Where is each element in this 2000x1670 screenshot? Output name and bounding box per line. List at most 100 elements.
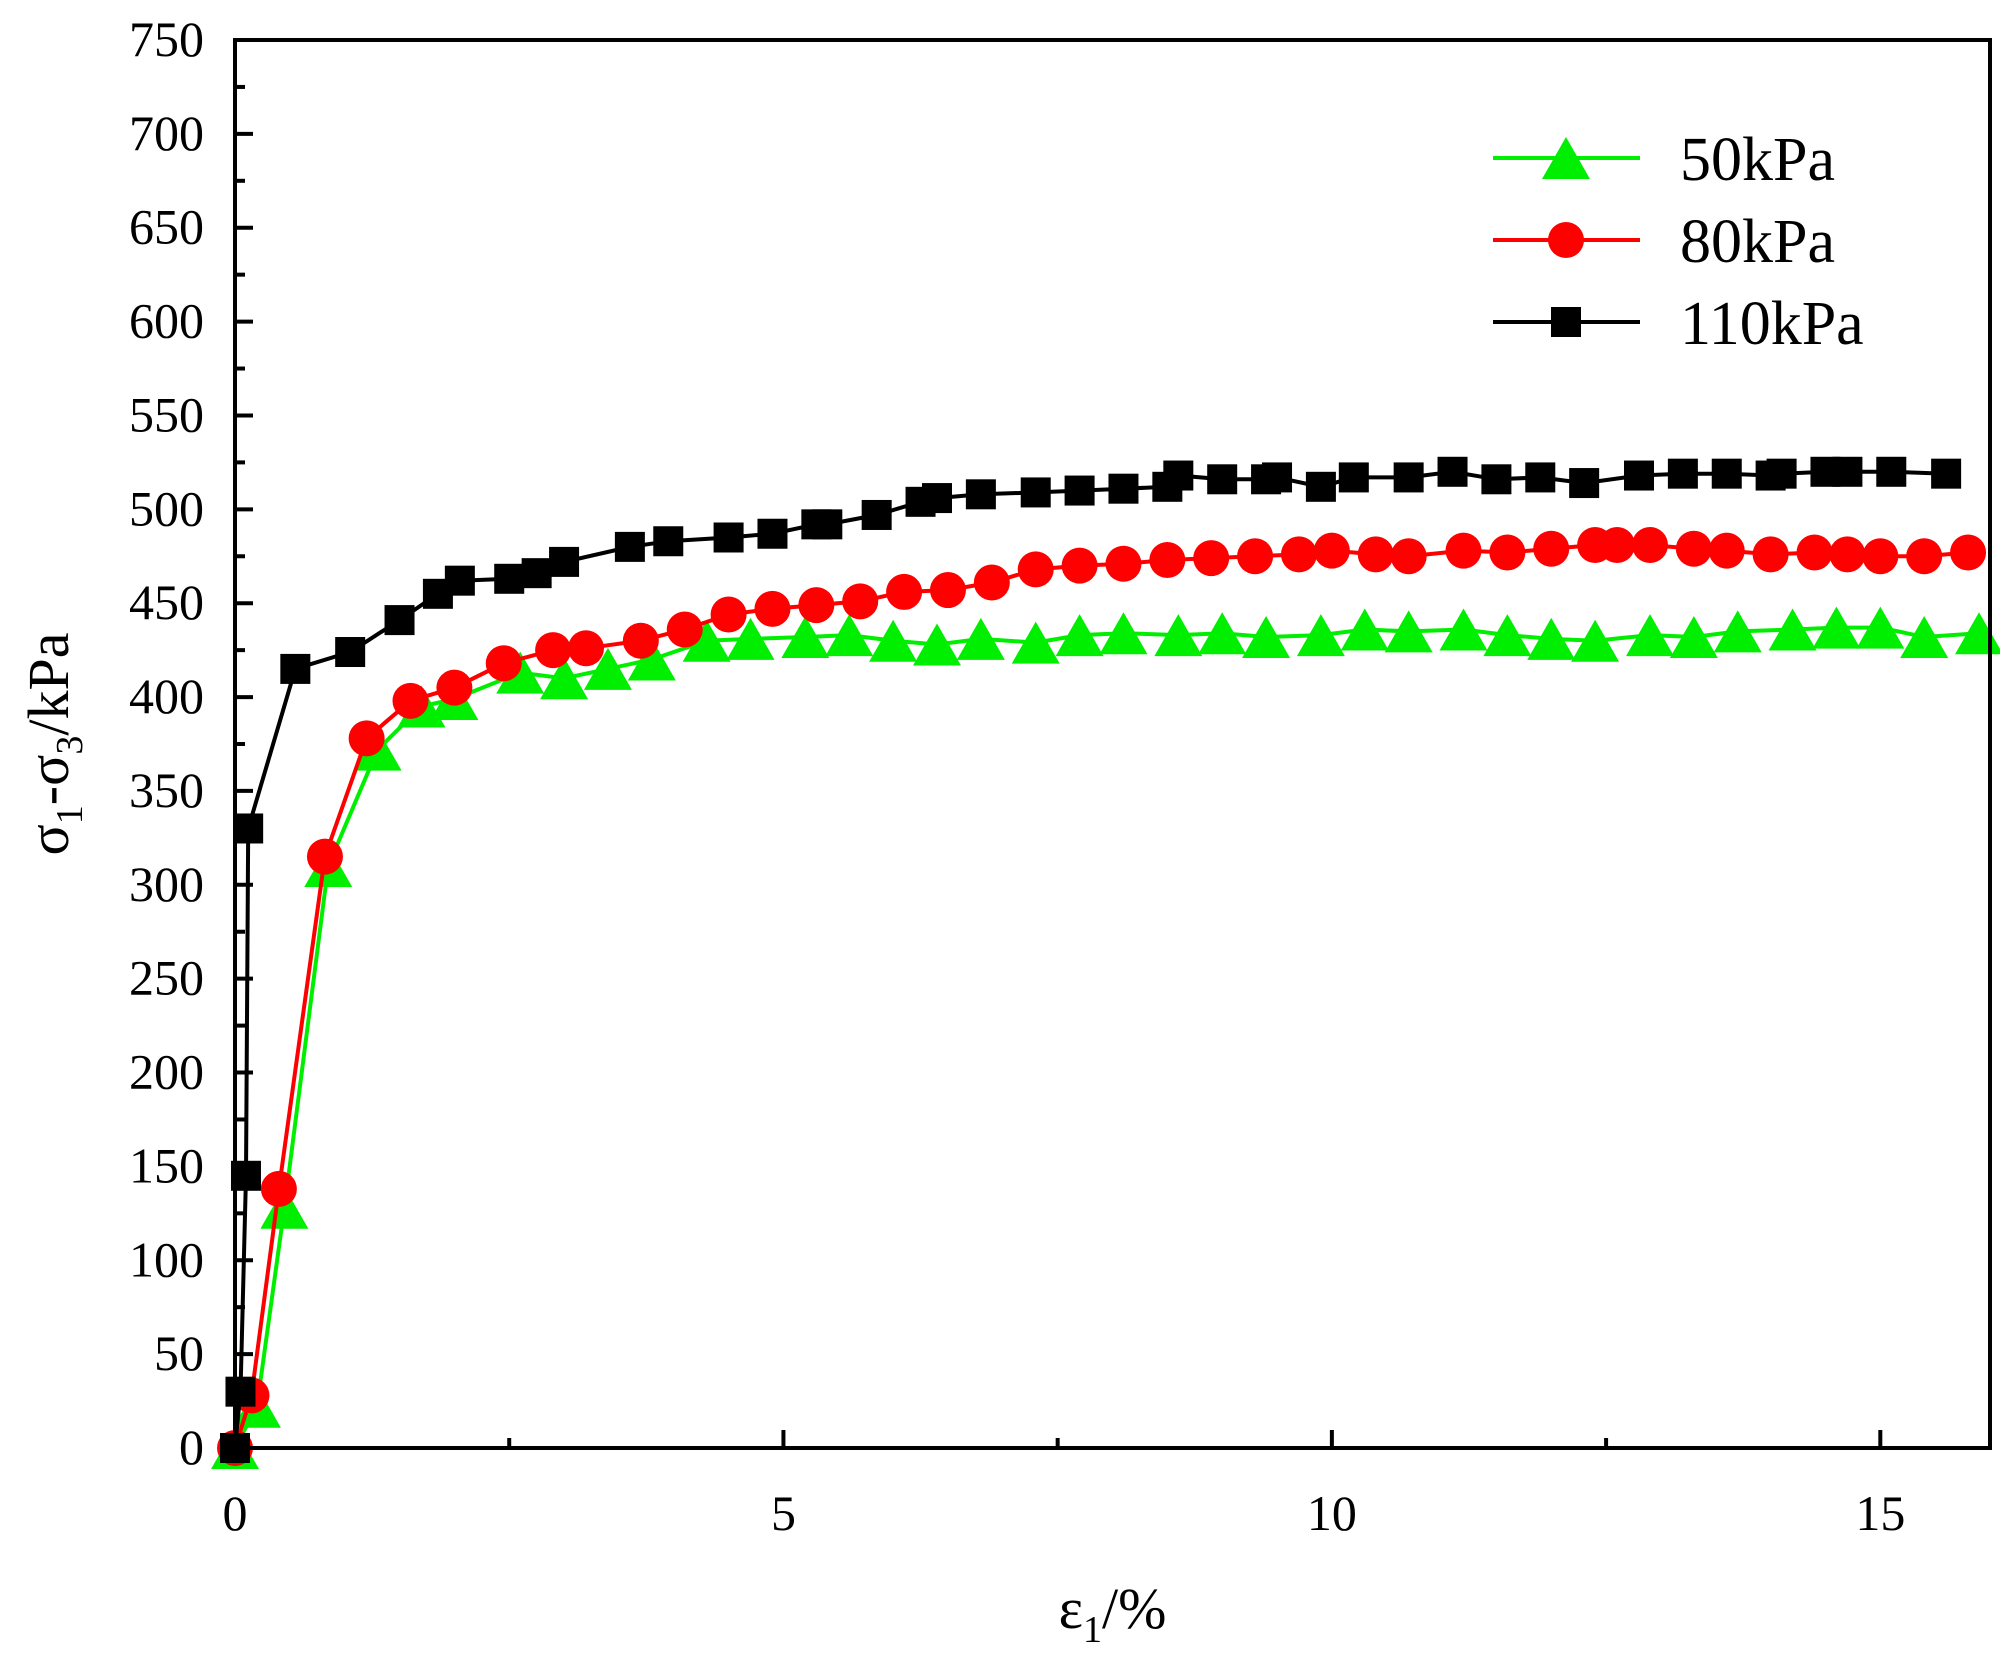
y-title-part: /kPa: [16, 633, 81, 736]
x-axis-title: ε1/%: [1059, 1576, 1167, 1651]
data-point-110kPa-10: [521, 558, 552, 589]
legend-item-110kPa: 110kPa: [1493, 290, 1864, 358]
data-point-110kPa-4: [280, 653, 311, 684]
data-point-80kPa-6: [436, 669, 473, 706]
legend-item-50kPa: 50kPa: [1493, 126, 1835, 194]
data-point-50kPa-25: [1340, 608, 1389, 651]
data-point-50kPa-8: [540, 657, 589, 700]
data-point-80kPa-24: [1237, 538, 1274, 575]
data-point-50kPa-37: [1900, 615, 1949, 658]
data-point-80kPa-2: [260, 1170, 297, 1207]
data-point-110kPa-39: [1711, 458, 1742, 489]
x-tick-label: 15: [1855, 1485, 1905, 1541]
data-point-50kPa-12: [726, 617, 775, 660]
data-point-50kPa-36: [1856, 606, 1905, 649]
data-point-110kPa-20: [922, 483, 952, 514]
data-point-110kPa-17: [812, 509, 843, 540]
data-point-80kPa-30: [1489, 534, 1526, 571]
y-tick-label: 500: [129, 480, 204, 536]
data-point-110kPa-44: [1876, 456, 1907, 487]
data-point-80kPa-31: [1533, 530, 1570, 567]
legend-label: 110kPa: [1680, 290, 1864, 358]
data-point-80kPa-14: [798, 587, 835, 624]
data-point-80kPa-38: [1796, 534, 1833, 571]
data-point-50kPa-28: [1483, 614, 1532, 657]
data-point-110kPa-34: [1481, 464, 1512, 495]
data-point-110kPa-41: [1766, 458, 1797, 489]
x-tick-label: 10: [1307, 1485, 1357, 1541]
data-point-80kPa-19: [1017, 551, 1054, 588]
data-point-80kPa-42: [1950, 534, 1987, 571]
y-title-part: σ: [16, 824, 81, 855]
data-point-110kPa-9: [494, 563, 525, 594]
data-point-80kPa-16: [886, 573, 923, 610]
data-point-80kPa-41: [1906, 538, 1943, 575]
y-axis-title: σ1-σ3/kPa: [16, 633, 91, 856]
data-point-50kPa-26: [1384, 610, 1433, 653]
legend-item-80kPa: 80kPa: [1493, 208, 1835, 276]
data-point-80kPa-21: [1105, 545, 1142, 582]
data-point-80kPa-7: [485, 645, 522, 682]
legend-marker-50kPa: [1542, 137, 1590, 179]
data-point-110kPa-8: [444, 565, 475, 596]
y-tick-label: 750: [129, 11, 204, 67]
data-point-50kPa-34: [1768, 608, 1817, 651]
data-point-110kPa-5: [335, 637, 366, 668]
x-tick-label: 5: [771, 1485, 796, 1541]
data-point-50kPa-11: [682, 619, 731, 662]
x-tick-label: 0: [223, 1485, 248, 1541]
data-point-80kPa-37: [1752, 536, 1789, 573]
data-point-80kPa-27: [1357, 536, 1394, 573]
y-tick-label: 250: [129, 950, 204, 1006]
y-tick-label: 150: [129, 1137, 204, 1193]
data-point-50kPa-24: [1296, 614, 1345, 657]
data-point-80kPa-18: [973, 564, 1010, 601]
y-tick-label: 700: [129, 105, 204, 161]
y-tick-label: 400: [129, 668, 204, 724]
data-point-110kPa-29: [1262, 462, 1293, 493]
data-point-110kPa-21: [965, 479, 996, 510]
data-point-110kPa-32: [1393, 462, 1424, 493]
y-tick-label: 300: [129, 856, 204, 912]
data-point-50kPa-35: [1812, 606, 1861, 649]
data-point-80kPa-36: [1708, 532, 1745, 569]
data-point-110kPa-6: [384, 605, 415, 636]
y-tick-label: 550: [129, 386, 204, 442]
data-point-50kPa-19: [1055, 614, 1104, 657]
data-point-110kPa-35: [1525, 462, 1556, 493]
data-point-80kPa-40: [1862, 538, 1899, 575]
data-point-80kPa-20: [1061, 547, 1098, 584]
data-point-110kPa-11: [549, 546, 580, 577]
data-point-110kPa-15: [757, 518, 788, 549]
y-tick-label: 350: [129, 762, 204, 818]
data-point-110kPa-30: [1305, 471, 1336, 502]
legend-marker-110kPa: [1551, 307, 1581, 337]
data-point-80kPa-33: [1599, 527, 1636, 564]
data-point-50kPa-2: [260, 1186, 309, 1229]
data-point-50kPa-14: [825, 614, 874, 657]
y-tick-label: 650: [129, 199, 204, 255]
data-point-110kPa-43: [1832, 456, 1863, 487]
data-point-50kPa-17: [956, 617, 1005, 660]
data-point-110kPa-37: [1624, 460, 1654, 491]
y-tick-label: 50: [154, 1325, 204, 1381]
data-point-110kPa-23: [1064, 475, 1095, 506]
y-tick-label: 600: [129, 293, 204, 349]
data-point-80kPa-15: [842, 583, 879, 620]
data-point-50kPa-18: [1011, 621, 1060, 664]
y-tick-label: 0: [179, 1419, 204, 1475]
data-point-50kPa-15: [869, 619, 918, 662]
data-point-50kPa-33: [1713, 610, 1762, 653]
data-point-80kPa-5: [392, 682, 429, 719]
data-point-80kPa-17: [929, 572, 966, 609]
data-point-50kPa-23: [1242, 615, 1291, 658]
data-point-110kPa-36: [1569, 468, 1600, 499]
data-point-80kPa-28: [1390, 538, 1427, 575]
y-title-part: 3: [49, 736, 91, 755]
data-point-80kPa-39: [1829, 536, 1866, 573]
data-point-80kPa-35: [1675, 530, 1712, 567]
data-point-50kPa-27: [1439, 608, 1488, 651]
data-point-50kPa-10: [627, 638, 676, 681]
x-title-suffix: /%: [1102, 1576, 1166, 1641]
